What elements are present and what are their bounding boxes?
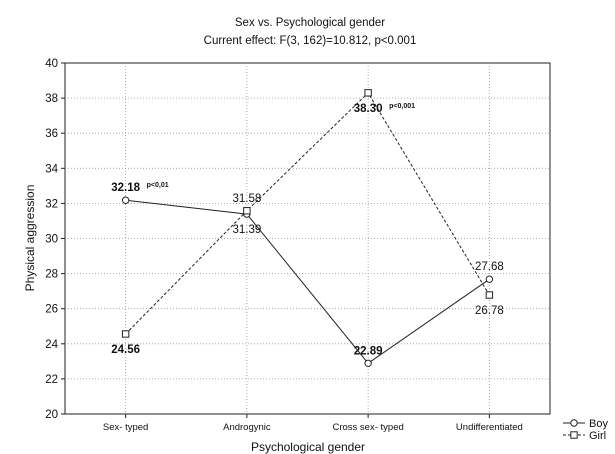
data-label: 27.68	[475, 261, 504, 273]
y-axis-title: Physical aggression	[23, 185, 37, 292]
data-point	[485, 291, 494, 299]
y-tick-label: 40	[45, 58, 58, 70]
data-point	[570, 419, 578, 427]
x-tick-label: Undifferentiated	[456, 422, 523, 433]
y-tick-label: 36	[45, 128, 58, 140]
data-point	[243, 207, 251, 215]
x-axis-title: Psychological gender	[251, 440, 365, 454]
y-tick-label: 24	[45, 339, 58, 351]
y-tick-label: 30	[45, 234, 58, 246]
data-labels: 32.18 p<0,01 31.39 22.89 27.68 24.56 31.58 38.3…	[111, 103, 504, 357]
data-label: 22.89	[354, 345, 383, 357]
significance-annotation: p<0,001	[389, 103, 415, 110]
series-lines	[125, 92, 490, 364]
y-tick-label: 38	[45, 93, 58, 105]
series-line-boy	[125, 199, 490, 364]
data-label: 31.58	[232, 193, 261, 205]
y-tick-label: 26	[45, 304, 58, 316]
data-point	[570, 431, 578, 439]
data-label: 24.56	[111, 344, 140, 356]
y-tick-label: 22	[45, 374, 58, 386]
x-tick-label: Sex- typed	[103, 422, 148, 433]
legend-label: Girl	[589, 430, 606, 442]
data-point	[364, 89, 372, 97]
x-tick-label: Androgynic	[223, 422, 271, 433]
series-markers	[121, 89, 494, 367]
chart-title: Sex vs. Psychological gender	[235, 17, 385, 29]
x-axis: Sex- typed Androgynic Cross sex- typed Undi…	[103, 414, 523, 433]
data-point	[364, 359, 372, 367]
data-label: 31.39	[232, 224, 261, 236]
legend-label: Boy	[589, 418, 608, 430]
x-tick-label: Cross sex- typed	[332, 422, 403, 433]
data-label: 26.78	[475, 305, 504, 317]
data-point	[121, 330, 130, 338]
data-point	[121, 196, 130, 204]
y-tick-label: 28	[45, 269, 58, 281]
series-line-girl	[125, 92, 490, 335]
data-point	[485, 275, 494, 283]
y-tick-label: 32	[45, 198, 58, 210]
y-tick-label: 20	[45, 409, 58, 421]
data-label: 32.18	[111, 182, 140, 194]
y-tick-label: 34	[45, 163, 58, 175]
significance-annotation: p<0,01	[147, 182, 169, 189]
data-label: 38.30	[354, 103, 383, 115]
chart-subtitle: Current effect: F(3, 162)=10.812, p<0.00…	[204, 35, 417, 47]
y-axis: 20 22 24 26 28 30 32 34 36 38 40	[45, 58, 65, 421]
